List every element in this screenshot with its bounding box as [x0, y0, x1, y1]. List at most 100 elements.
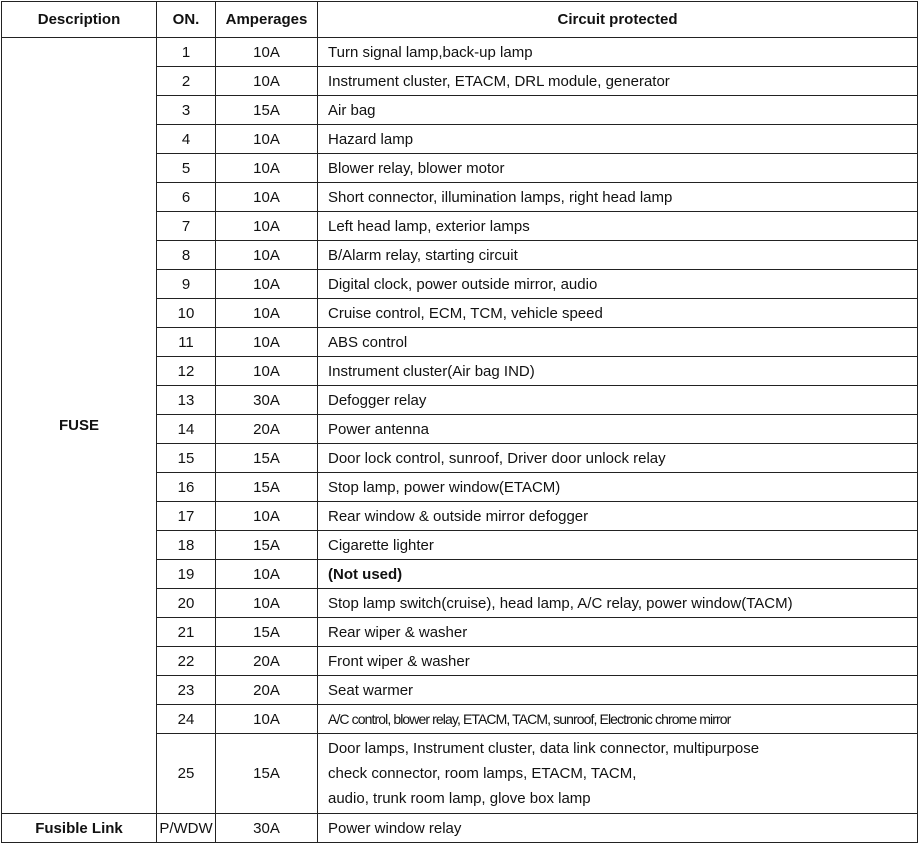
fuse-description: FUSE	[1, 37, 157, 814]
table-row: 24 10A A/C control, blower relay, ETACM, T…	[2, 704, 918, 734]
fuse-amperage: 10A	[215, 37, 318, 67]
table-row: FUSE 1 10A Turn signal lamp,back-up lamp	[1, 37, 918, 814]
fuse-amperage: 10A	[215, 559, 318, 589]
table-row: 15 15A Door lock control, sunroof, Driver …	[2, 443, 918, 473]
fuse-amperage: 10A	[215, 124, 318, 154]
table-row: 19 10A (Not used)	[2, 559, 918, 589]
table-row: 6 10A Short connector, illumination lamps,…	[2, 182, 918, 212]
fuse-amperage: 20A	[215, 646, 318, 676]
fuse-circuit: Digital clock, power outside mirror, aud…	[317, 269, 918, 299]
fuse-circuit: Door lamps, Instrument cluster, data lin…	[317, 733, 918, 814]
table-row: 14 20A Power antenna	[2, 414, 918, 444]
fuse-circuit: A/C control, blower relay, ETACM, TACM, …	[317, 704, 918, 734]
header-on: ON.	[156, 1, 216, 38]
table-row: 2 10A Instrument cluster, ETACM, DRL modul…	[2, 66, 918, 96]
fusible-link-amperage: 30A	[215, 813, 318, 843]
circuit-line: Door lamps, Instrument cluster, data lin…	[328, 740, 760, 757]
fuse-circuit: Instrument cluster, ETACM, DRL module, g…	[317, 66, 918, 96]
fuse-amperage: 10A	[215, 240, 318, 270]
table-row: 9 10A Digital clock, power outside mirror,…	[2, 269, 918, 299]
fuse-circuit: Short connector, illumination lamps, rig…	[317, 182, 918, 212]
fuse-amperage: 10A	[215, 211, 318, 241]
fuse-number: 10	[156, 298, 216, 328]
table-row: 5 10A Blower relay, blower motor	[2, 153, 918, 183]
fuse-number: 24	[156, 704, 216, 734]
fuse-circuit: Rear wiper & washer	[317, 617, 918, 647]
fuse-amperage: 10A	[215, 327, 318, 357]
table-row: 18 15A Cigarette lighter	[2, 530, 918, 560]
fuse-circuit: (Not used)	[317, 559, 918, 589]
circuit-line: check connector, room lamps, ETACM, TACM…	[328, 765, 637, 782]
fuse-circuit: Stop lamp, power window(ETACM)	[317, 472, 918, 502]
fuse-circuit: Door lock control, sunroof, Driver door …	[317, 443, 918, 473]
table-row: 23 20A Seat warmer	[2, 675, 918, 705]
fuse-number: 21	[156, 617, 216, 647]
fusible-link-number: P/WDW	[156, 813, 216, 843]
fuse-number: 12	[156, 356, 216, 386]
header-row: Description ON. Amperages Circuit protec…	[1, 1, 918, 38]
fuse-circuit: ABS control	[317, 327, 918, 357]
fuse-circuit: B/Alarm relay, starting circuit	[317, 240, 918, 270]
fuse-amperage: 20A	[215, 675, 318, 705]
fuse-circuit: Front wiper & washer	[317, 646, 918, 676]
fuse-amperage: 15A	[215, 443, 318, 473]
fusible-link-row: Fusible Link P/WDW 30A Power window relay	[1, 813, 918, 843]
fuse-amperage: 10A	[215, 66, 318, 96]
fuse-circuit: Cruise control, ECM, TCM, vehicle speed	[317, 298, 918, 328]
table-row: 13 30A Defogger relay	[2, 385, 918, 415]
fuse-number: 4	[156, 124, 216, 154]
fuse-number: 25	[156, 733, 216, 814]
fuse-number: 1	[156, 37, 216, 67]
fuse-number: 11	[156, 327, 216, 357]
table-row: 22 20A Front wiper & washer	[2, 646, 918, 676]
fuse-number: 7	[156, 211, 216, 241]
fuse-number: 3	[156, 95, 216, 125]
fuse-amperage: 10A	[215, 588, 318, 618]
fuse-amperage: 15A	[215, 617, 318, 647]
table-row: 21 15A Rear wiper & washer	[2, 617, 918, 647]
fuse-circuit: Air bag	[317, 95, 918, 125]
fuse-amperage: 30A	[215, 385, 318, 415]
fuse-amperage: 15A	[215, 472, 318, 502]
fuse-circuit: Instrument cluster(Air bag IND)	[317, 356, 918, 386]
fuse-number: 13	[156, 385, 216, 415]
fuse-number: 20	[156, 588, 216, 618]
table-row: 3 15A Air bag	[2, 95, 918, 125]
fuse-number: 2	[156, 66, 216, 96]
fuse-number: 19	[156, 559, 216, 589]
fuse-number: 16	[156, 472, 216, 502]
header-amperages: Amperages	[215, 1, 318, 38]
fuse-circuit: Rear window & outside mirror defogger	[317, 501, 918, 531]
circuit-line: audio, trunk room lamp, glove box lamp	[328, 790, 591, 807]
table-row: 20 10A Stop lamp switch(cruise), head lamp…	[2, 588, 918, 618]
fuse-amperage: 15A	[215, 95, 318, 125]
fuse-amperage: 20A	[215, 414, 318, 444]
fuse-amperage: 10A	[215, 269, 318, 299]
header-circuit: Circuit protected	[317, 1, 918, 38]
fuse-circuit: Seat warmer	[317, 675, 918, 705]
fuse-amperage: 10A	[215, 356, 318, 386]
fuse-circuit: Cigarette lighter	[317, 530, 918, 560]
fuse-number: 17	[156, 501, 216, 531]
fuse-number: 18	[156, 530, 216, 560]
fuse-number: 5	[156, 153, 216, 183]
fuse-circuit: Defogger relay	[317, 385, 918, 415]
header-description: Description	[1, 1, 157, 38]
fuse-number: 14	[156, 414, 216, 444]
fusible-link-circuit: Power window relay	[317, 813, 918, 843]
fuse-number: 15	[156, 443, 216, 473]
table-row: 16 15A Stop lamp, power window(ETACM)	[2, 472, 918, 502]
fusible-link-description: Fusible Link	[1, 813, 157, 843]
fuse-circuit: Power antenna	[317, 414, 918, 444]
fuse-table: Description ON. Amperages Circuit protec…	[1, 1, 918, 843]
fuse-circuit: Blower relay, blower motor	[317, 153, 918, 183]
table-row: 8 10A B/Alarm relay, starting circuit	[2, 240, 918, 270]
fuse-amperage: 10A	[215, 704, 318, 734]
fuse-number: 23	[156, 675, 216, 705]
fuse-circuit: Stop lamp switch(cruise), head lamp, A/C…	[317, 588, 918, 618]
table-row: 25 15A Door lamps, Instrument cluster, dat…	[2, 733, 918, 814]
table-row: 10 10A Cruise control, ECM, TCM, vehicle s…	[2, 298, 918, 328]
fuse-number: 8	[156, 240, 216, 270]
table-row: 11 10A ABS control	[2, 327, 918, 357]
fuse-amperage: 10A	[215, 153, 318, 183]
